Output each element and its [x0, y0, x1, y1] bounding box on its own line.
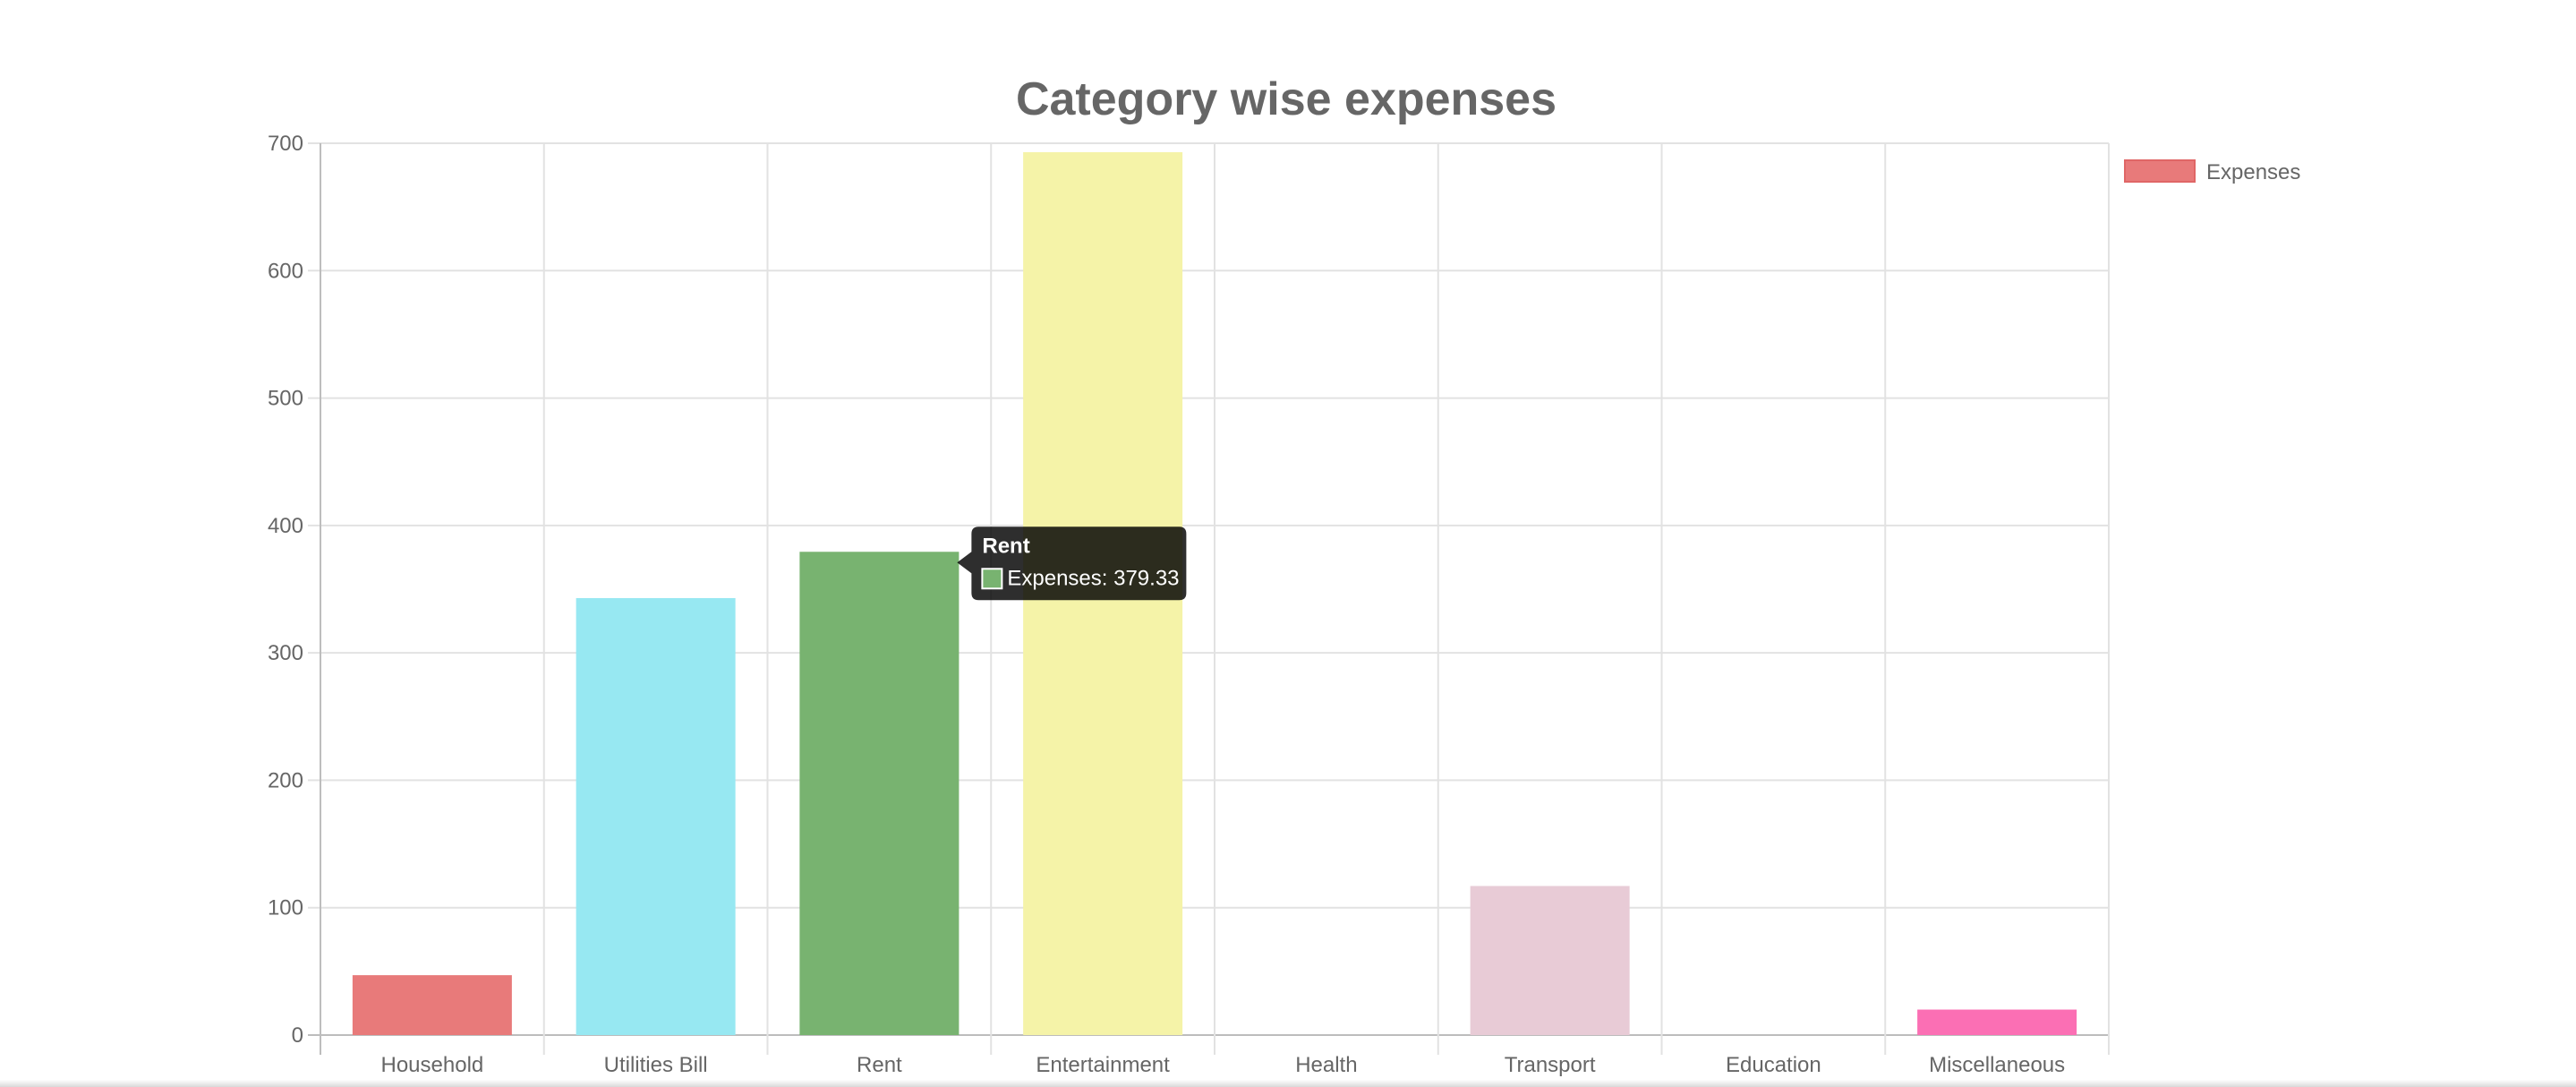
- x-tick-label-5: Transport: [1505, 1053, 1596, 1077]
- y-tick-label-4: 400: [268, 514, 303, 538]
- x-tick-label-4: Health: [1295, 1053, 1357, 1077]
- bar-utilities-bill[interactable]: [576, 597, 736, 1035]
- tooltip-color-swatch: [981, 568, 1003, 590]
- tooltip-value: Expenses: 379.33: [1007, 566, 1179, 590]
- window-bottom-edge: [0, 1080, 2576, 1087]
- y-tick-label-2: 200: [268, 768, 303, 792]
- y-tick-label-5: 500: [268, 387, 303, 411]
- y-tick-label-6: 600: [268, 259, 303, 283]
- y-tick-label-1: 100: [268, 896, 303, 920]
- y-tick-label-7: 700: [268, 132, 303, 156]
- y-tick-label-0: 0: [292, 1023, 303, 1048]
- x-tick-label-0: Household: [381, 1053, 484, 1077]
- x-tick-label-1: Utilities Bill: [604, 1053, 708, 1077]
- bar-rent[interactable]: [799, 552, 960, 1035]
- x-tick-label-3: Entertainment: [1036, 1053, 1170, 1077]
- legend-label-expenses[interactable]: Expenses: [2206, 160, 2300, 184]
- bar-household[interactable]: [352, 975, 512, 1035]
- y-axis-ticks: 0 100 200 300 400 500 600 700: [268, 132, 303, 1048]
- x-tick-label-2: Rent: [857, 1053, 902, 1077]
- tooltip-background: [957, 526, 1187, 601]
- x-axis-ticks: Household Utilities Bill Rent Entertainment…: [381, 1053, 2066, 1077]
- bar-transport[interactable]: [1470, 886, 1630, 1035]
- x-tick-label-7: Miscellaneous: [1929, 1053, 2065, 1077]
- chart-title: Category wise expenses: [1016, 73, 1557, 125]
- y-tick-label-3: 300: [268, 641, 303, 665]
- tooltip: Rent Expenses: 379.33: [957, 526, 1187, 601]
- bar-miscellaneous[interactable]: [1917, 1009, 2077, 1035]
- x-tick-label-6: Education: [1726, 1053, 1821, 1077]
- tooltip-title: Rent: [982, 534, 1029, 558]
- legend[interactable]: Expenses: [2124, 159, 2300, 184]
- legend-swatch-expenses[interactable]: [2124, 159, 2196, 183]
